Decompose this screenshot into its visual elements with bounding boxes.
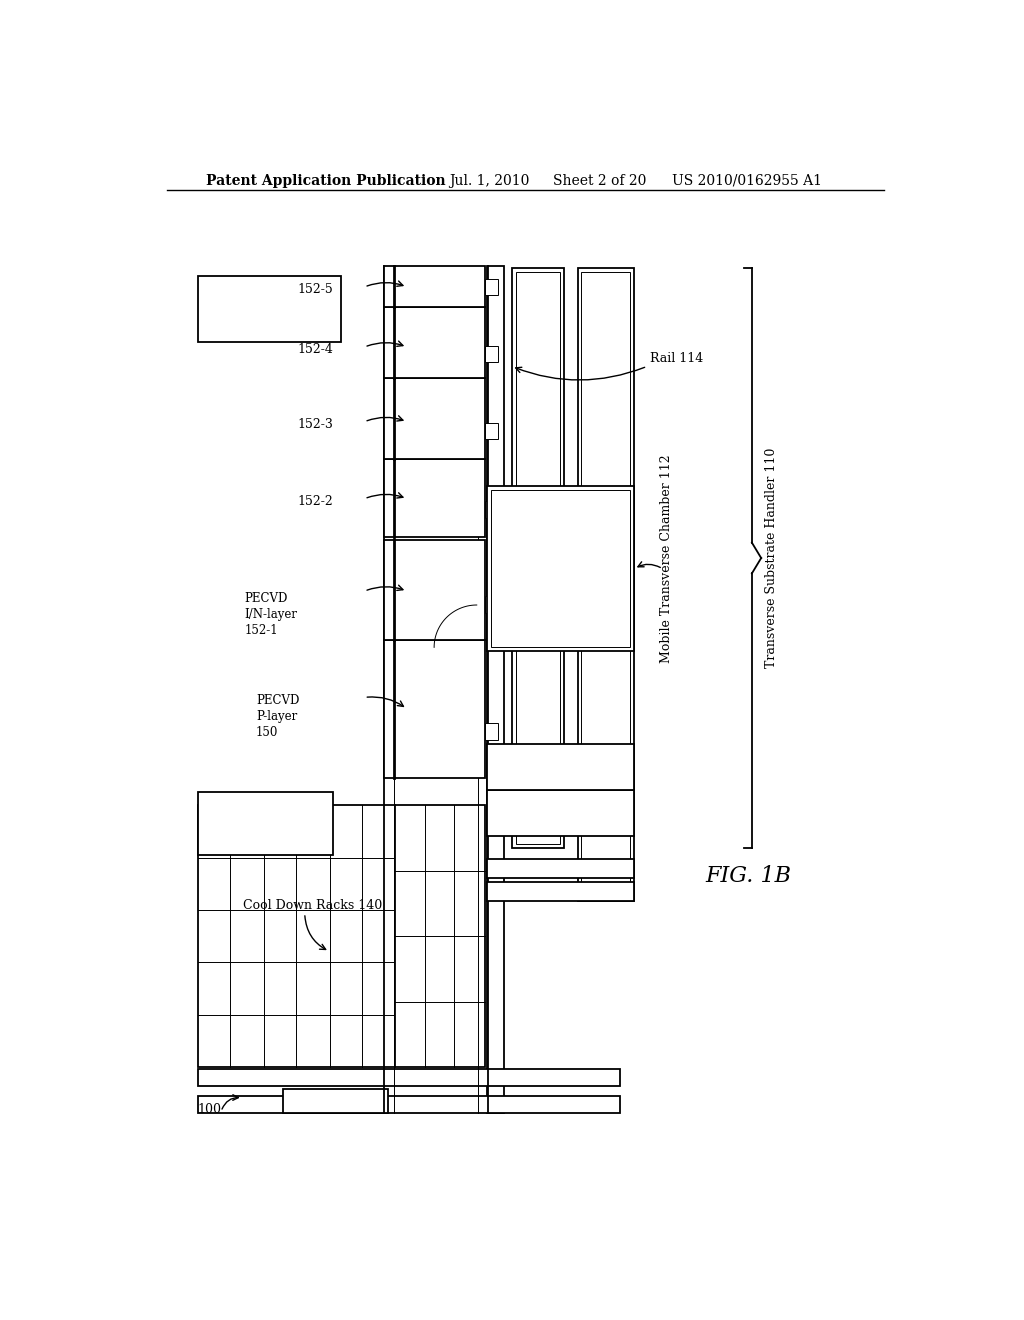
Text: Cool Down Racks 140: Cool Down Racks 140 bbox=[243, 899, 382, 912]
Text: Transverse Substrate Handler 110: Transverse Substrate Handler 110 bbox=[765, 447, 778, 668]
Bar bbox=[198, 805, 395, 1067]
Bar bbox=[582, 272, 630, 898]
Bar bbox=[198, 792, 334, 855]
Bar bbox=[515, 272, 560, 843]
Bar bbox=[486, 486, 634, 651]
Bar bbox=[486, 267, 504, 1113]
Text: US 2010/0162955 A1: US 2010/0162955 A1 bbox=[672, 174, 822, 187]
Bar bbox=[578, 268, 634, 902]
Bar bbox=[490, 490, 630, 647]
Bar bbox=[484, 723, 499, 739]
Bar bbox=[484, 346, 499, 363]
Bar bbox=[512, 268, 564, 847]
Bar bbox=[486, 743, 634, 789]
Bar bbox=[484, 502, 499, 517]
Bar bbox=[384, 308, 484, 378]
Bar bbox=[384, 640, 484, 779]
Bar bbox=[384, 459, 484, 537]
Bar bbox=[384, 378, 484, 459]
Bar bbox=[395, 805, 484, 1067]
Text: Jul. 1, 2010: Jul. 1, 2010 bbox=[450, 174, 530, 187]
Text: Rail 114: Rail 114 bbox=[649, 352, 702, 366]
Bar bbox=[198, 1096, 621, 1113]
Bar bbox=[384, 540, 484, 640]
Text: PECVD
I/N-layer
152-1: PECVD I/N-layer 152-1 bbox=[245, 591, 297, 636]
Text: Sheet 2 of 20: Sheet 2 of 20 bbox=[553, 174, 646, 187]
Text: PECVD
P-layer
150: PECVD P-layer 150 bbox=[256, 694, 299, 739]
Bar bbox=[198, 1069, 621, 1086]
Bar bbox=[484, 279, 499, 296]
Bar bbox=[283, 1089, 388, 1113]
Text: 100: 100 bbox=[198, 1104, 222, 1117]
Text: 152-5: 152-5 bbox=[297, 284, 333, 296]
Text: 152-2: 152-2 bbox=[297, 495, 333, 508]
Bar bbox=[198, 276, 341, 342]
Text: 152-4: 152-4 bbox=[297, 343, 333, 356]
Bar bbox=[486, 859, 634, 878]
Text: FIG. 1B: FIG. 1B bbox=[706, 865, 792, 887]
Text: 152-3: 152-3 bbox=[297, 418, 333, 430]
Bar bbox=[486, 789, 634, 836]
Bar bbox=[384, 267, 484, 308]
Bar bbox=[484, 595, 499, 612]
Text: Patent Application Publication: Patent Application Publication bbox=[206, 174, 445, 187]
Bar bbox=[486, 882, 634, 902]
Bar bbox=[484, 422, 499, 440]
Text: Mobile Transverse Chamber 112: Mobile Transverse Chamber 112 bbox=[660, 454, 673, 663]
